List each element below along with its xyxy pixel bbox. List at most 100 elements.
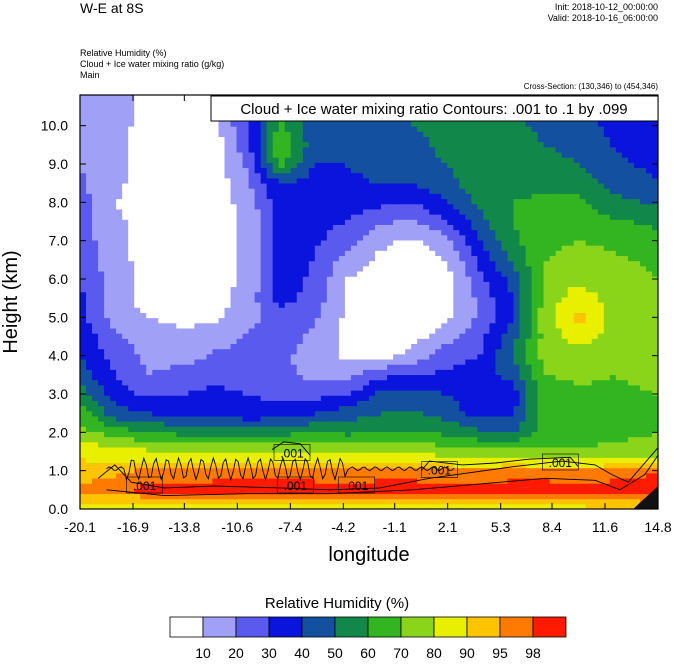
rh-cell bbox=[651, 353, 658, 360]
rh-cell bbox=[375, 270, 382, 277]
rh-cell bbox=[441, 421, 448, 427]
rh-cell bbox=[236, 250, 244, 257]
rh-cell bbox=[531, 322, 539, 329]
rh-cell bbox=[615, 415, 623, 422]
rh-cell bbox=[212, 333, 220, 339]
rh-cell bbox=[399, 369, 406, 376]
rh-cell bbox=[290, 333, 298, 339]
rh-cell bbox=[573, 276, 581, 282]
rh-cell bbox=[242, 307, 250, 313]
rh-cell bbox=[122, 441, 129, 448]
rh-cell bbox=[597, 446, 605, 453]
rh-cell bbox=[266, 307, 274, 313]
rh-cell bbox=[356, 245, 364, 251]
rh-cell bbox=[591, 353, 599, 360]
rh-cell bbox=[393, 498, 400, 505]
rh-cell bbox=[86, 302, 93, 308]
rh-cell bbox=[615, 255, 623, 262]
rh-cell bbox=[254, 379, 262, 386]
rh-cell bbox=[116, 472, 123, 479]
rh-cell bbox=[399, 270, 406, 277]
rh-cell bbox=[98, 260, 105, 267]
rh-cell bbox=[393, 472, 400, 479]
rh-cell bbox=[248, 498, 256, 505]
rh-cell bbox=[164, 338, 171, 344]
rh-cell bbox=[615, 270, 623, 277]
rh-cell bbox=[314, 281, 322, 288]
rh-cell bbox=[86, 291, 93, 298]
rh-cell bbox=[387, 245, 394, 251]
rh-cell bbox=[362, 452, 370, 458]
rh-cell bbox=[495, 265, 503, 272]
rh-cell bbox=[627, 281, 635, 288]
rh-cell bbox=[128, 441, 135, 448]
rh-cell bbox=[152, 446, 159, 453]
rh-cell bbox=[525, 384, 533, 391]
rh-cell bbox=[471, 353, 478, 360]
rh-cell bbox=[609, 338, 617, 344]
rh-cell bbox=[128, 421, 135, 427]
rh-cell bbox=[200, 467, 208, 474]
rh-cell bbox=[609, 395, 617, 401]
rh-cell bbox=[146, 291, 153, 298]
rh-cell bbox=[236, 441, 244, 448]
rh-cell bbox=[200, 250, 208, 257]
rh-cell bbox=[146, 483, 153, 489]
rh-cell bbox=[284, 389, 292, 396]
rh-cell bbox=[651, 477, 658, 484]
rh-cell bbox=[549, 296, 557, 303]
rh-cell bbox=[453, 426, 460, 432]
rh-cell bbox=[248, 446, 256, 453]
rh-cell bbox=[146, 472, 153, 479]
variable-label-rh: Relative Humidity (%) bbox=[80, 48, 167, 58]
rh-cell bbox=[140, 239, 147, 246]
rh-cell bbox=[555, 239, 563, 246]
rh-cell bbox=[260, 483, 268, 489]
rh-cell bbox=[525, 431, 533, 438]
rh-cell bbox=[519, 452, 527, 458]
rh-cell bbox=[597, 374, 605, 381]
rh-cell bbox=[326, 467, 334, 474]
rh-cell bbox=[242, 245, 250, 251]
rh-cell bbox=[110, 239, 117, 246]
rh-cell bbox=[116, 415, 123, 422]
rh-cell bbox=[543, 250, 551, 257]
rh-cell bbox=[92, 364, 99, 370]
rh-cell bbox=[423, 302, 430, 308]
rh-cell bbox=[549, 302, 557, 308]
rh-cell bbox=[296, 291, 304, 298]
rh-cell bbox=[585, 503, 593, 509]
rh-cell bbox=[314, 488, 322, 495]
rh-cell bbox=[122, 245, 129, 251]
rh-cell bbox=[609, 364, 617, 370]
rh-cell bbox=[182, 431, 189, 438]
rh-cell bbox=[621, 302, 629, 308]
rh-cell bbox=[555, 307, 563, 313]
rh-cell bbox=[501, 457, 509, 464]
rh-cell bbox=[266, 426, 274, 432]
rh-cell bbox=[489, 245, 497, 251]
rh-cell bbox=[308, 364, 316, 370]
rh-cell bbox=[435, 338, 442, 344]
rh-cell bbox=[302, 400, 310, 407]
rh-cell bbox=[627, 302, 635, 308]
rh-cell bbox=[338, 426, 346, 432]
rh-cell bbox=[615, 483, 623, 489]
rh-cell bbox=[507, 245, 515, 251]
rh-cell bbox=[236, 384, 244, 391]
rh-cell bbox=[621, 245, 629, 251]
rh-cell bbox=[591, 503, 599, 509]
rh-cell bbox=[104, 317, 111, 324]
rh-cell bbox=[525, 389, 533, 396]
rh-cell bbox=[290, 389, 298, 396]
rh-cell bbox=[326, 327, 334, 334]
rh-cell bbox=[164, 348, 171, 355]
rh-cell bbox=[465, 405, 472, 412]
rh-cell bbox=[531, 327, 539, 334]
rh-cell bbox=[513, 260, 521, 267]
rh-cell bbox=[338, 327, 346, 334]
rh-cell bbox=[248, 431, 256, 438]
rh-cell bbox=[369, 265, 376, 272]
rh-cell bbox=[170, 374, 177, 381]
rh-cell bbox=[356, 446, 364, 453]
